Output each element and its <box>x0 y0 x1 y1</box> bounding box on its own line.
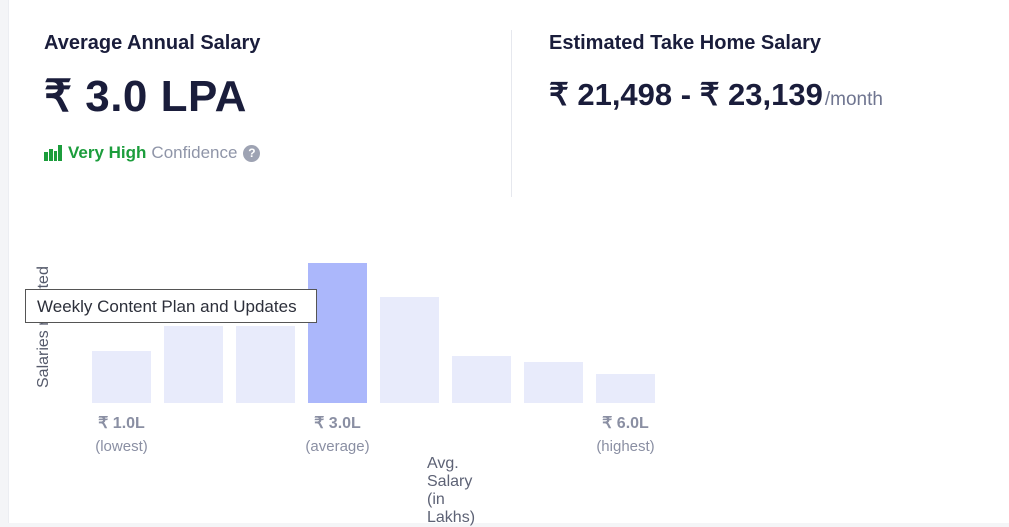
bar-chart-icon <box>44 145 62 161</box>
tooltip: Weekly Content Plan and Updates <box>25 289 317 323</box>
help-icon[interactable]: ? <box>243 144 261 162</box>
confidence-row: Very High Confidence ? <box>44 143 261 163</box>
bar-3.6[interactable] <box>380 297 439 403</box>
take-home-range: ₹ 21,498 - ₹ 23,139 <box>549 77 823 112</box>
take-home-range-row: ₹ 21,498 - ₹ 23,139 /month <box>549 77 883 113</box>
take-home-unit: /month <box>824 89 883 110</box>
bar-3.0[interactable] <box>308 263 367 403</box>
bar-4.9[interactable] <box>524 362 583 403</box>
salary-card: Average Annual Salary ₹ 3.0 LPA Very Hig… <box>8 0 1009 526</box>
x-axis-label: Avg. Salary (in Lakhs) <box>427 455 476 526</box>
tick-label-7: ₹ 6.0L <box>602 415 649 432</box>
bar-1.6[interactable] <box>164 326 223 403</box>
tick-note-0: (lowest) <box>95 438 148 455</box>
bar-1.0[interactable] <box>92 351 151 403</box>
bar-4.3[interactable] <box>452 356 511 403</box>
bar-2.3[interactable] <box>236 326 295 403</box>
tick-note-3: (average) <box>305 438 369 455</box>
confidence-level: Very High <box>68 143 147 162</box>
tick-label-3: ₹ 3.0L <box>314 415 361 432</box>
section-divider <box>511 30 512 197</box>
tick-label-0: ₹ 1.0L <box>98 415 145 432</box>
average-salary-title: Average Annual Salary <box>44 32 261 54</box>
average-salary-section: Average Annual Salary ₹ 3.0 LPA Very Hig… <box>44 32 261 163</box>
take-home-title: Estimated Take Home Salary <box>549 32 821 54</box>
confidence-label: Confidence <box>151 143 238 162</box>
bar-6.0[interactable] <box>596 374 655 403</box>
bars-svg: ₹ 1.0L (lowest) ₹ 3.0L (average) ₹ 6.0L (high… <box>92 263 655 455</box>
take-home-section: Estimated Take Home Salary ₹ 21,498 - ₹ … <box>549 32 883 113</box>
tick-note-7: (highest) <box>596 438 654 455</box>
average-salary-value: ₹ 3.0 LPA <box>44 72 247 121</box>
